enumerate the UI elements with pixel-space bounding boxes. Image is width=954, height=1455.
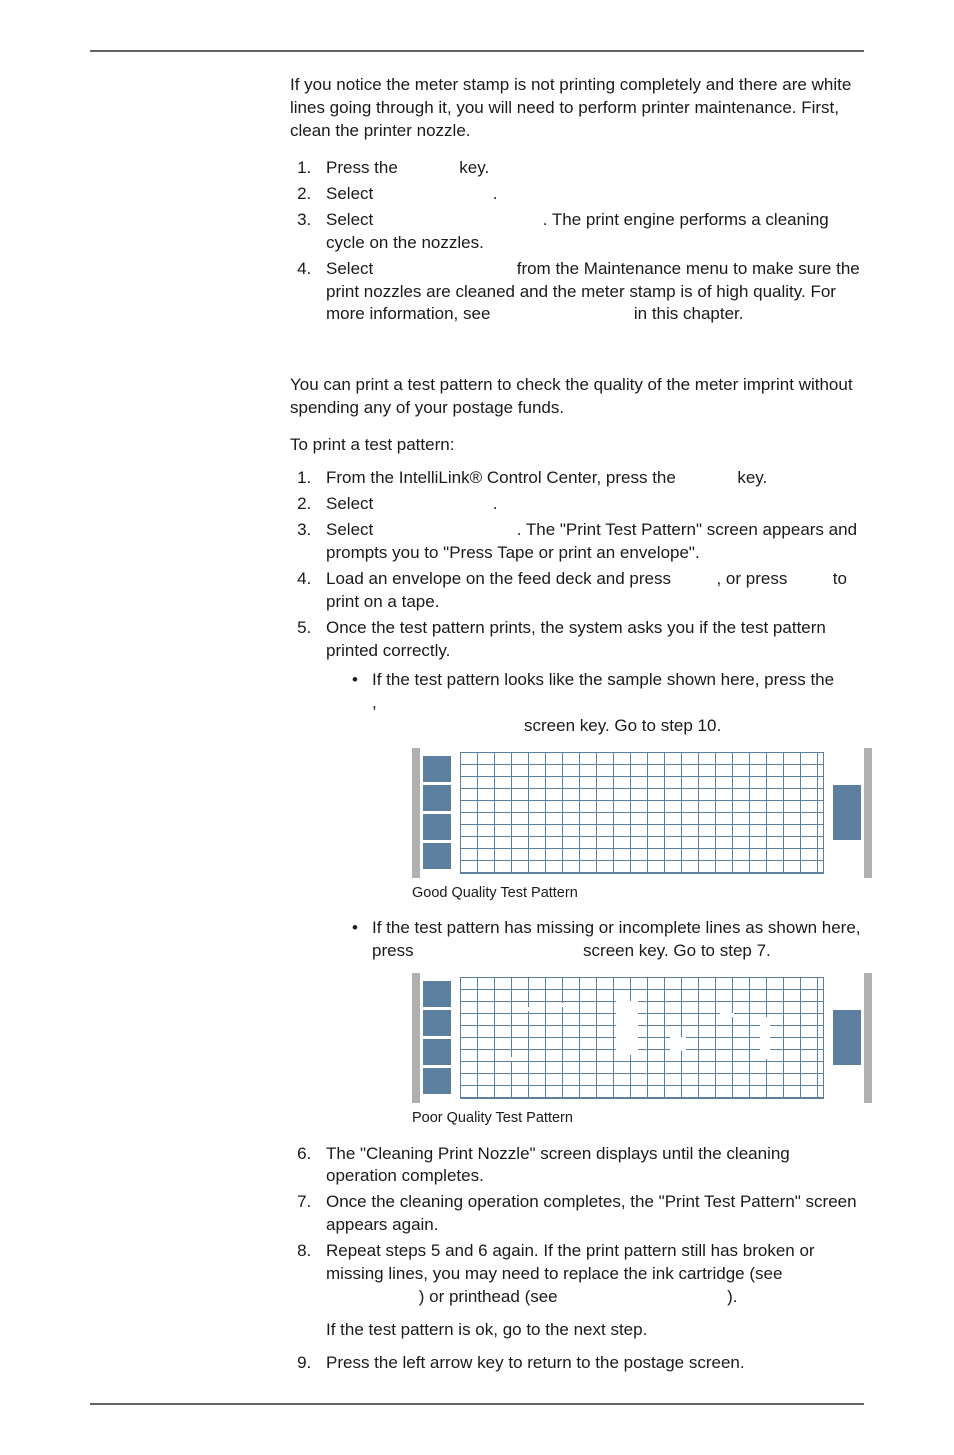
text: . The print engine performs a cleaning c… — [326, 210, 829, 252]
s1-step-4: Select from the Maintenance menu to make… — [316, 258, 864, 327]
slab — [423, 785, 451, 811]
grey-guide — [864, 748, 872, 878]
caption-good: Good Quality Test Pattern — [412, 884, 864, 904]
s2-step-5: Once the test pattern prints, the system… — [316, 617, 864, 1129]
text: Repeat steps 5 and 6 again. If the print… — [326, 1241, 815, 1283]
slab — [423, 756, 451, 782]
bullet-poor: If the test pattern has missing or incom… — [352, 917, 864, 1128]
text: . The "Print Test Pattern" screen appear… — [326, 520, 857, 562]
solid-bar-right — [830, 748, 864, 878]
text: , — [372, 693, 377, 712]
s2-step-8-ok: If the test pattern is ok, go to the nex… — [326, 1319, 864, 1342]
section2-lead: To print a test pattern: — [290, 434, 864, 457]
text: ) or printhead (see — [419, 1287, 558, 1306]
text: Select — [326, 210, 373, 229]
s2-step-2: Select . — [316, 493, 864, 516]
top-rule — [90, 50, 864, 52]
section1-steps: Press the key. Select . Select . The pri… — [290, 157, 864, 327]
slab — [833, 785, 861, 840]
text: key. — [737, 468, 767, 487]
slab — [423, 843, 451, 869]
s2-step-5-bullets: If the test pattern looks like the sampl… — [326, 669, 864, 1129]
solid-bars-left — [420, 748, 454, 878]
text: . — [493, 184, 498, 203]
s2-step-6: The "Cleaning Print Nozzle" screen displ… — [316, 1143, 864, 1189]
text: If the test pattern looks like the sampl… — [372, 670, 834, 689]
text: From the IntelliLink® Control Center, pr… — [326, 468, 676, 487]
slab — [423, 1068, 451, 1094]
text: in this chapter. — [634, 304, 744, 323]
pattern-poor — [412, 973, 864, 1103]
s2-step-3: Select . The "Print Test Pattern" screen… — [316, 519, 864, 565]
s1-step-3: Select . The print engine performs a cle… — [316, 209, 864, 255]
solid-bar-right — [830, 973, 864, 1103]
section2-steps-a: From the IntelliLink® Control Center, pr… — [290, 467, 864, 1375]
text: Select — [326, 184, 373, 203]
text: ). — [727, 1287, 737, 1306]
grey-guide — [864, 973, 872, 1103]
section2-intro: You can print a test pattern to check th… — [290, 374, 864, 420]
slab — [833, 1010, 861, 1065]
slab — [423, 981, 451, 1007]
s1-step-1: Press the key. — [316, 157, 864, 180]
s1-step-2: Select . — [316, 183, 864, 206]
bullet-good: If the test pattern looks like the sampl… — [352, 669, 864, 903]
text: Once the cleaning operation completes, t… — [326, 1192, 857, 1234]
text: Select — [326, 259, 373, 278]
text: The "Cleaning Print Nozzle" screen displ… — [326, 1144, 790, 1186]
text: screen key. Go to step 7. — [583, 941, 771, 960]
content-column: If you notice the meter stamp is not pri… — [290, 74, 864, 1375]
s2-step-4: Load an envelope on the feed deck and pr… — [316, 568, 864, 614]
slab — [423, 1010, 451, 1036]
pattern-poor-graphic — [412, 973, 872, 1103]
slab — [423, 814, 451, 840]
grey-guide — [412, 973, 420, 1103]
text: key. — [459, 158, 489, 177]
text: Select — [326, 494, 373, 513]
slab — [423, 1039, 451, 1065]
grid — [460, 977, 824, 1099]
text: Once the test pattern prints, the system… — [326, 618, 826, 660]
text: Press the — [326, 158, 398, 177]
s2-step-1: From the IntelliLink® Control Center, pr… — [316, 467, 864, 490]
text: screen key. Go to step 10. — [372, 715, 864, 738]
grey-guide — [412, 748, 420, 878]
section-gap — [290, 354, 864, 374]
grid — [460, 752, 824, 874]
text: Press the left arrow key to return to th… — [326, 1353, 745, 1372]
s2-step-9: Press the left arrow key to return to th… — [316, 1352, 864, 1375]
pattern-good — [412, 748, 864, 878]
text: Load an envelope on the feed deck and pr… — [326, 569, 671, 588]
s2-step-7: Once the cleaning operation completes, t… — [316, 1191, 864, 1237]
bottom-rule — [90, 1403, 864, 1405]
pattern-good-graphic — [412, 748, 872, 878]
text: , or press — [716, 569, 787, 588]
text: Select — [326, 520, 373, 539]
section1-intro: If you notice the meter stamp is not pri… — [290, 74, 864, 143]
caption-poor: Poor Quality Test Pattern — [412, 1109, 864, 1129]
s2-step-8: Repeat steps 5 and 6 again. If the print… — [316, 1240, 864, 1342]
text: . — [493, 494, 498, 513]
solid-bars-left — [420, 973, 454, 1103]
page: If you notice the meter stamp is not pri… — [0, 0, 954, 1455]
text: from the Maintenance menu to make sure t… — [326, 259, 860, 324]
